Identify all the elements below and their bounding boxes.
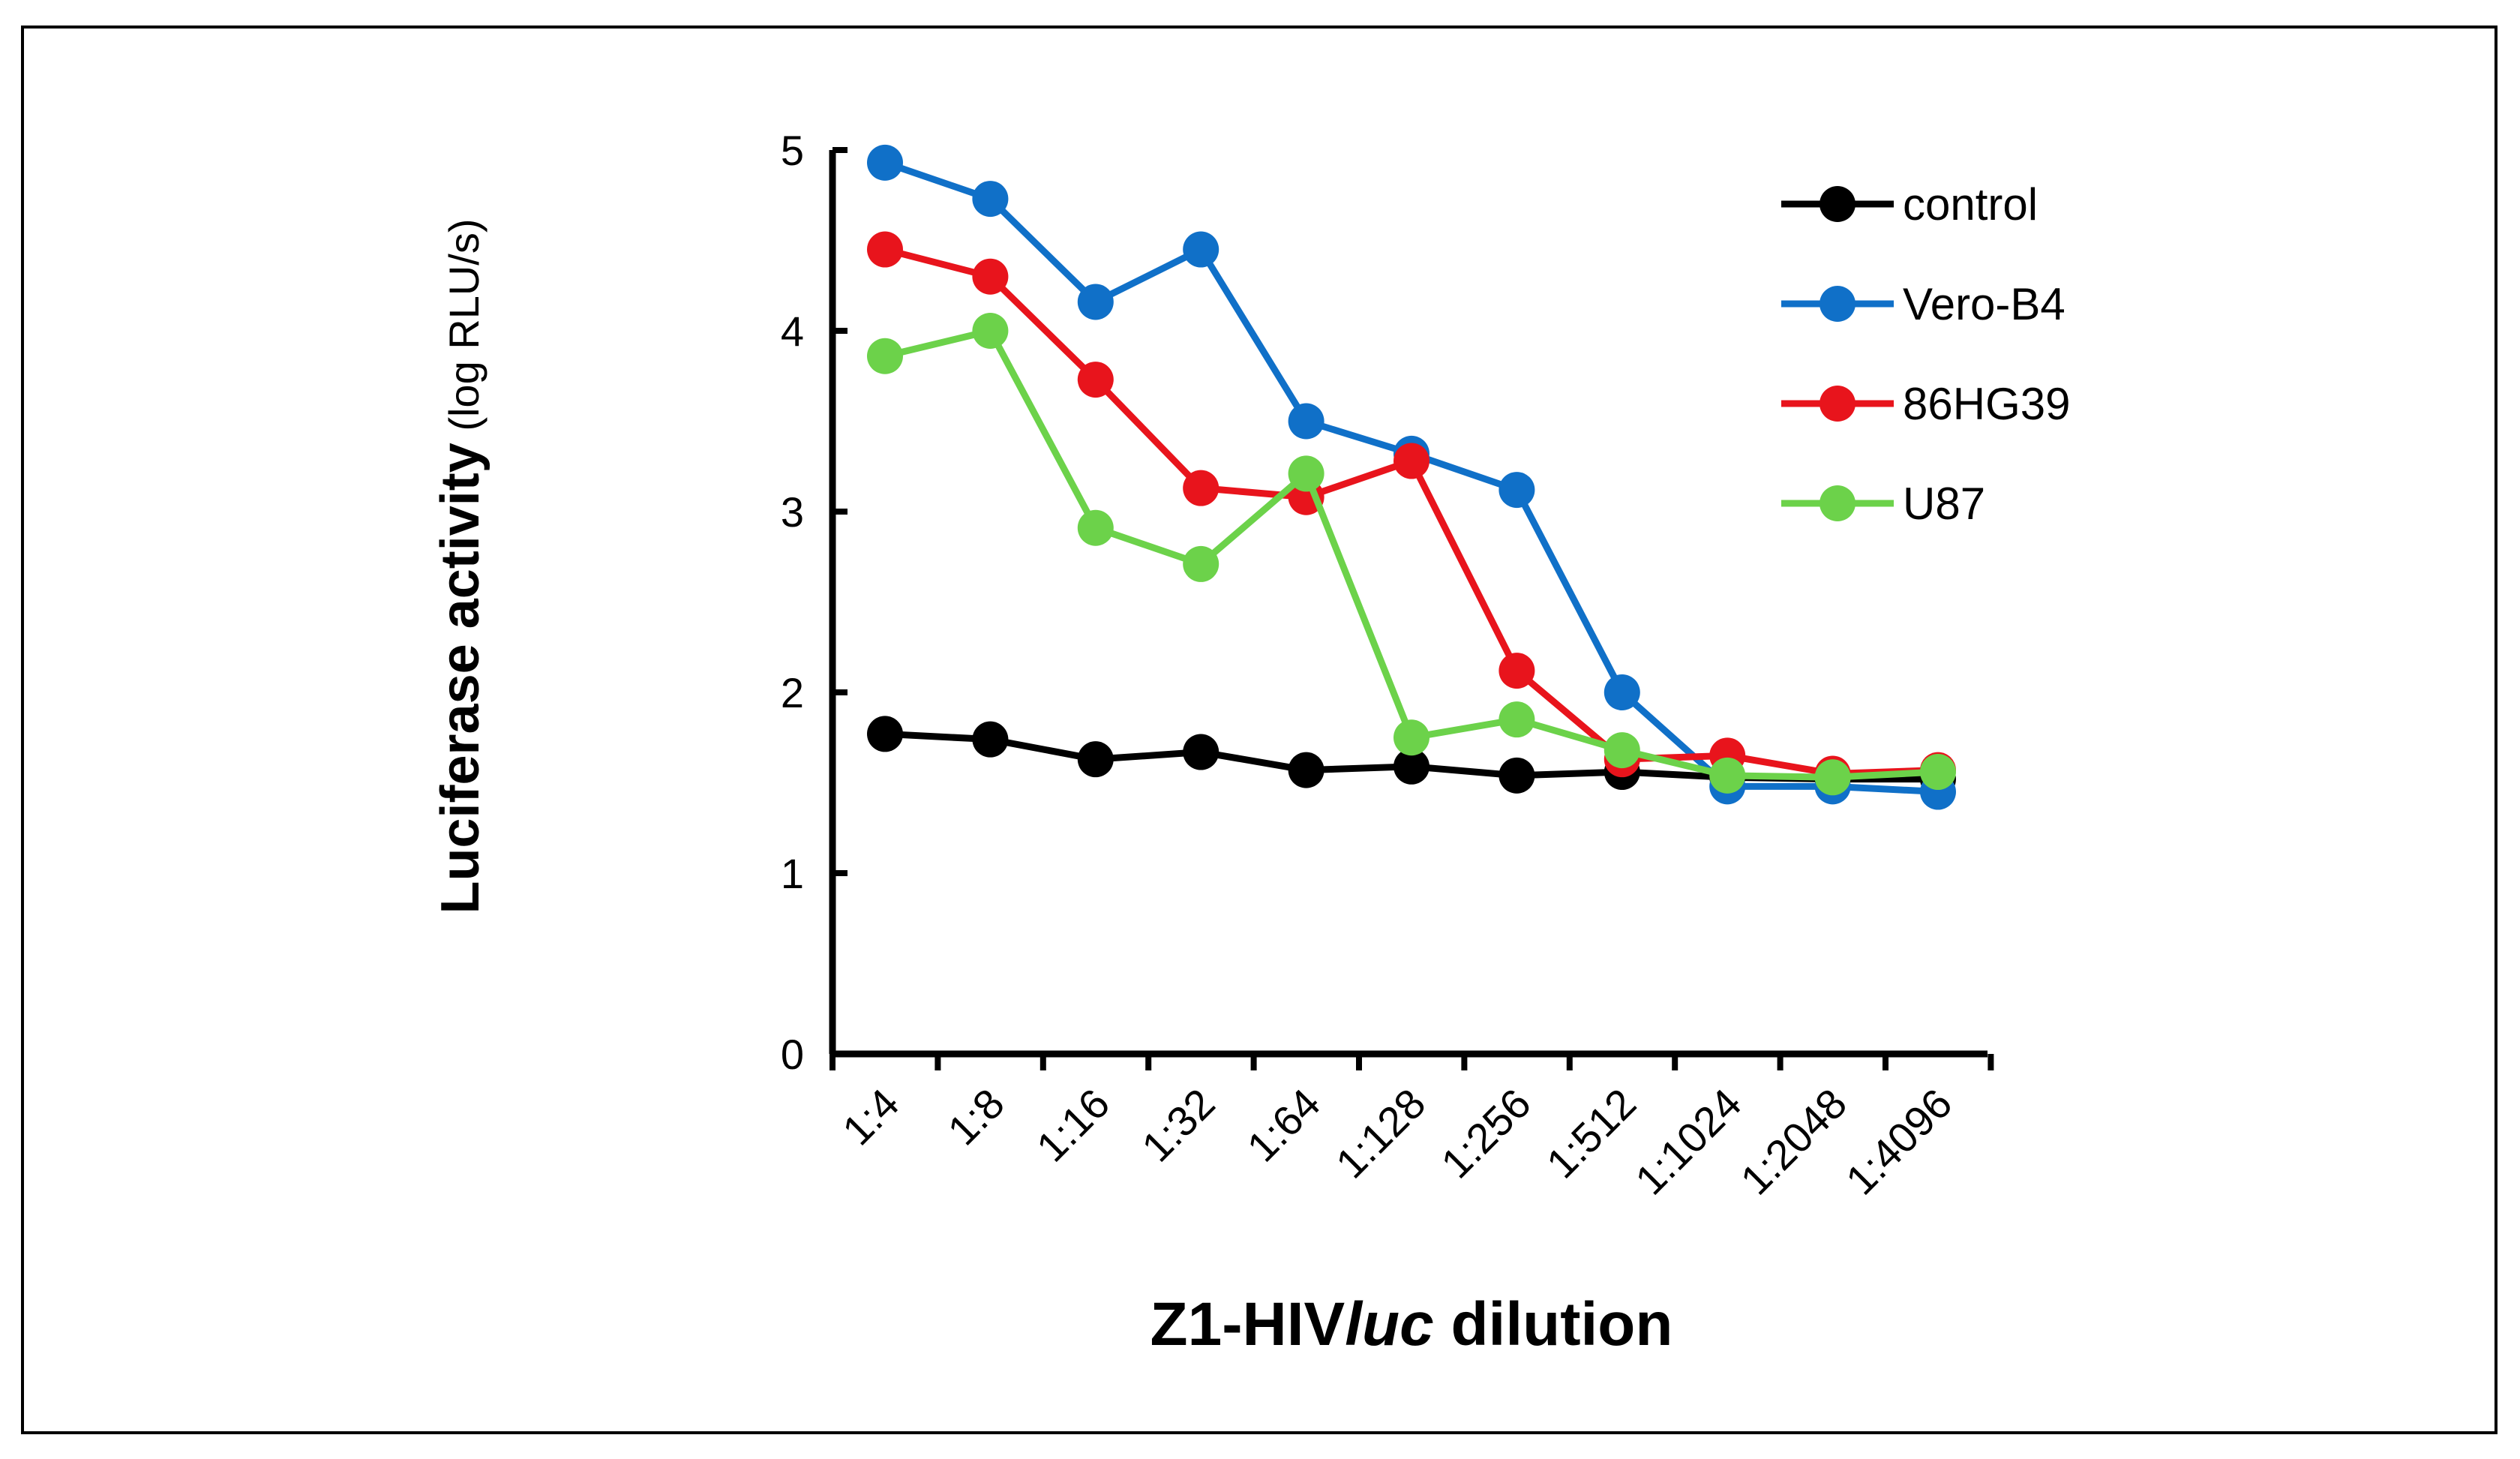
legend-item-vero-b4: Vero-B4 (1781, 279, 2066, 329)
data-point-u87 (1920, 754, 1956, 791)
series-line-u87 (884, 327, 1939, 781)
x-tick-label: 1:4 (833, 1079, 908, 1154)
data-point-u87 (867, 338, 903, 374)
data-point-vero-b4 (1604, 674, 1640, 710)
legend-marker-control (1820, 186, 1856, 222)
x-tick-label: 1:32 (1132, 1079, 1224, 1171)
data-point-86hg39 (1183, 470, 1220, 506)
x-tick-label: 1:16 (1028, 1079, 1119, 1171)
data-point-control (1288, 752, 1324, 788)
data-point-vero-b4 (972, 181, 1009, 218)
data-point-control (867, 716, 903, 752)
y-tick-label: 4 (781, 308, 804, 355)
y-axis-title: Luciferase activity (log RLU/s) (430, 218, 490, 914)
data-point-u87 (1498, 701, 1535, 738)
data-point-vero-b4 (1077, 284, 1114, 320)
series-line-86hg39 (884, 246, 1939, 777)
data-point-86hg39 (867, 231, 903, 268)
x-tick-label: 1:256 (1432, 1079, 1540, 1187)
data-point-86hg39 (1394, 443, 1430, 479)
y-tick-label: 3 (781, 488, 804, 536)
data-point-86hg39 (1498, 653, 1535, 689)
x-tick-label: 1:2048 (1731, 1079, 1856, 1204)
legend: control Vero-B4 86HG39 U87 (1781, 179, 2070, 529)
legend-label-control: control (1903, 179, 2038, 230)
y-tick-label: 1 (781, 850, 804, 897)
figure-frame (21, 26, 2498, 1434)
data-point-control (1077, 741, 1114, 778)
x-tick-label: 1:128 (1327, 1079, 1435, 1187)
data-point-u87 (972, 313, 1009, 349)
legend-marker-86hg39 (1820, 386, 1856, 422)
x-tick-label: 1:64 (1238, 1079, 1329, 1171)
series-u87 (867, 313, 1956, 796)
data-point-vero-b4 (1183, 231, 1220, 268)
data-point-u87 (1394, 719, 1430, 756)
data-point-u87 (1077, 509, 1114, 546)
series-86hg39 (867, 231, 1956, 792)
legend-label-vero-b4: Vero-B4 (1903, 279, 2066, 329)
data-point-u87 (1604, 732, 1640, 769)
legend-item-u87: U87 (1781, 479, 1985, 529)
x-axis-title: Z1-HIVluc dilution (1150, 1290, 1673, 1358)
series-layer (867, 144, 1956, 810)
y-tick-label: 0 (781, 1031, 804, 1078)
y-tick-label: 2 (781, 669, 804, 716)
legend-item-control: control (1781, 179, 2038, 230)
data-point-u87 (1288, 455, 1324, 492)
data-point-u87 (1183, 545, 1220, 582)
data-point-u87 (1709, 757, 1746, 794)
legend-marker-vero-b4 (1820, 286, 1856, 322)
data-point-vero-b4 (867, 144, 903, 181)
legend-item-86hg39: 86HG39 (1781, 379, 2070, 429)
data-point-u87 (1814, 759, 1851, 796)
data-point-86hg39 (972, 258, 1009, 295)
legend-label-u87: U87 (1903, 479, 1985, 529)
y-tick-label: 5 (781, 127, 804, 174)
data-point-control (1498, 757, 1535, 794)
x-tick-label: 1:1024 (1626, 1079, 1750, 1204)
data-point-control (972, 721, 1009, 758)
x-tick-label: 1:8 (938, 1079, 1013, 1154)
legend-label-86hg39: 86HG39 (1903, 379, 2070, 429)
data-point-vero-b4 (1288, 403, 1324, 440)
data-point-control (1394, 748, 1430, 785)
x-tick-label: 1:4096 (1837, 1079, 1961, 1204)
legend-marker-u87 (1820, 485, 1856, 521)
data-point-control (1183, 734, 1220, 770)
data-point-86hg39 (1077, 362, 1114, 398)
data-point-vero-b4 (1498, 472, 1535, 509)
